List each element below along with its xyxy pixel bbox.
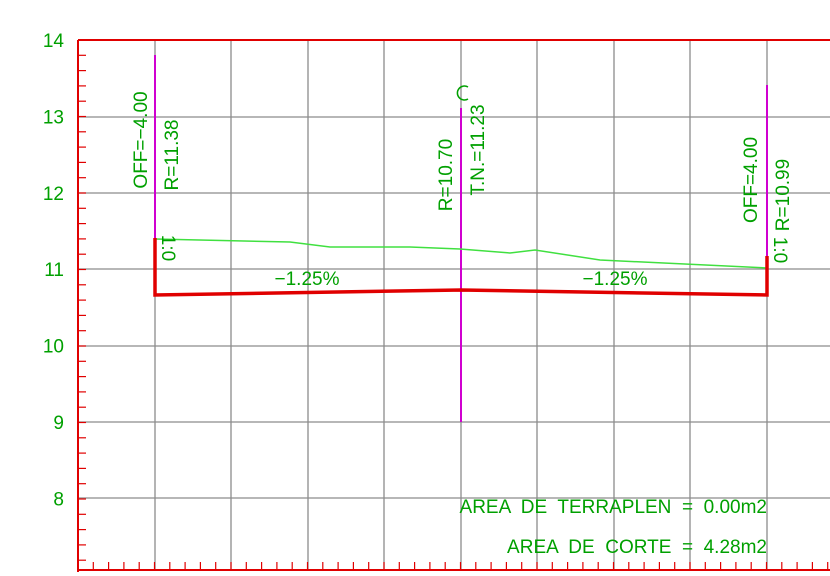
elevation-label: R=10.70 (436, 139, 457, 211)
terrain-label: T.N.=11.23 (468, 104, 489, 195)
centerline-symbol (456, 85, 469, 101)
y-axis-labels: 14 13 12 11 10 9 8 (43, 31, 65, 510)
slope-label: 1:0 (769, 237, 790, 263)
slope-label: 1:0 (157, 235, 178, 261)
axes (77, 39, 830, 572)
offset-label: OFF=4.00 (741, 137, 762, 223)
fill-area: AREA DE TERRAPLEN = 0.00m2 (460, 497, 767, 518)
ticks (78, 54, 829, 570)
y-tick-label: 12 (43, 184, 64, 205)
y-tick-label: 14 (43, 31, 65, 52)
y-tick-label: 11 (44, 260, 64, 281)
y-tick-label: 10 (43, 337, 64, 358)
grade-label: −1.25% (583, 269, 648, 290)
cut-area: AREA DE CORTE = 4.28m2 (507, 537, 767, 558)
y-tick-label: 8 (53, 489, 64, 510)
elevation-label: R=11.38 (162, 120, 183, 191)
y-tick-label: 13 (43, 107, 64, 128)
terrain-line (154, 238, 768, 269)
grid (78, 40, 830, 570)
grade-label: −1.25% (275, 269, 340, 290)
y-tick-label: 9 (53, 413, 64, 434)
elevation-label: R=10.99 (773, 159, 794, 231)
offset-label: OFF=−4.00 (131, 91, 152, 188)
road-section (153, 238, 769, 297)
